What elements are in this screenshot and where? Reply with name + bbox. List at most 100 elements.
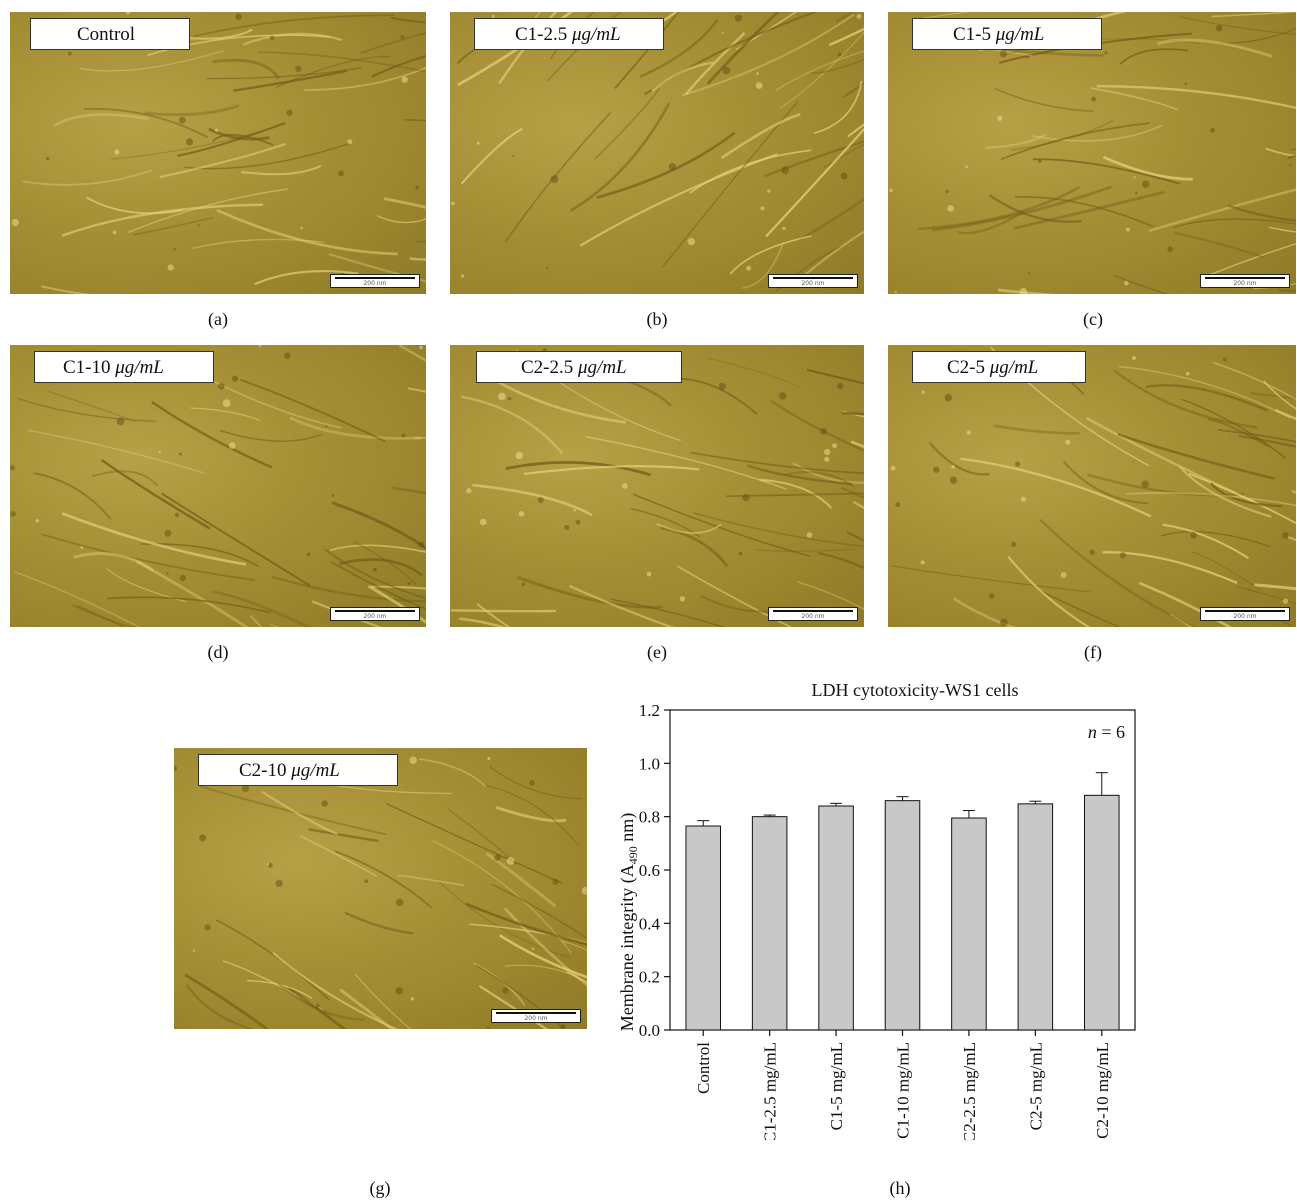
cell-granule xyxy=(400,35,405,40)
cell-streak xyxy=(1156,38,1273,58)
cell-streak xyxy=(1188,472,1296,525)
cell-granule xyxy=(1091,96,1097,102)
cell-streak xyxy=(799,197,864,242)
cell-streak xyxy=(91,470,159,487)
cell-streak xyxy=(495,806,567,823)
cell-streak xyxy=(1268,226,1296,233)
cell-streak xyxy=(656,522,722,534)
cell-granule xyxy=(550,175,559,184)
cell-granule xyxy=(1215,24,1223,32)
cell-streak xyxy=(277,982,365,1021)
cell-streak xyxy=(330,561,426,610)
micrograph-texture xyxy=(11,12,426,294)
cell-streak xyxy=(1254,583,1296,591)
cell-granule xyxy=(537,497,544,504)
cell-granule xyxy=(199,834,207,842)
cell-streak xyxy=(774,50,864,92)
cell-streak xyxy=(308,828,379,843)
cell-granule xyxy=(401,76,408,83)
caption-g: (g) xyxy=(369,1178,391,1198)
cell-granule xyxy=(507,396,512,401)
micrograph-panel-c: C1-5 μg/mL 200 nm xyxy=(888,12,1296,294)
cell-streak xyxy=(233,69,348,92)
cell-granule xyxy=(966,430,972,435)
cell-granule xyxy=(295,65,302,73)
cell-granule xyxy=(325,425,328,428)
cell-granule xyxy=(67,51,72,56)
cell-granule xyxy=(479,518,487,526)
cell-granule xyxy=(315,1003,320,1009)
cell-granule xyxy=(197,224,200,227)
y-tick-label: 0.0 xyxy=(639,1021,660,1040)
cell-streak xyxy=(1192,551,1263,593)
cell-granule xyxy=(824,456,830,462)
cell-streak xyxy=(404,119,426,122)
cell-streak xyxy=(682,13,855,97)
cell-streak xyxy=(1221,28,1296,44)
cell-streak xyxy=(242,32,343,46)
cell-streak xyxy=(254,269,359,286)
cell-streak xyxy=(1217,428,1296,443)
cell-streak xyxy=(993,424,1080,435)
cell-streak xyxy=(184,973,270,1029)
cell-granule xyxy=(756,72,759,75)
cell-granule xyxy=(837,52,842,57)
micrograph-panel-a: Control 200 nm xyxy=(10,12,426,294)
cell-streak xyxy=(331,501,426,551)
cell-streak xyxy=(928,441,990,476)
cell-streak xyxy=(735,12,798,51)
cell-granule xyxy=(185,138,194,146)
cell-granule xyxy=(364,879,369,884)
cell-granule xyxy=(114,149,120,155)
cell-streak xyxy=(1162,523,1250,559)
cell-streak xyxy=(46,390,136,422)
cell-granule xyxy=(286,109,293,116)
cell-streak xyxy=(1039,518,1198,627)
cell-streak xyxy=(128,188,288,233)
cell-streak xyxy=(765,127,864,238)
cell-granule xyxy=(722,66,731,75)
cell-streak xyxy=(499,934,587,979)
cell-streak xyxy=(1102,551,1238,585)
cell-granule xyxy=(284,352,291,359)
cell-streak xyxy=(811,58,864,75)
cell-granule xyxy=(518,511,525,517)
cell-streak xyxy=(371,585,426,590)
cell-streak xyxy=(398,874,464,887)
cell-granule xyxy=(679,596,686,602)
scale-bar-e: 200 nm xyxy=(768,607,858,621)
cell-granule xyxy=(418,541,425,548)
scale-bar-c: 200 nm xyxy=(1200,274,1290,288)
cell-granule xyxy=(460,274,465,278)
cell-streak xyxy=(684,32,746,96)
micrograph-panel-f: C2-5 μg/mL 200 nm xyxy=(888,345,1296,627)
cell-streak xyxy=(386,802,564,885)
cell-streak xyxy=(390,486,426,495)
cell-granule xyxy=(1126,227,1130,232)
cell-streak xyxy=(852,500,864,510)
cell-granule xyxy=(373,567,377,572)
cell-granule xyxy=(80,546,84,549)
cell-granule xyxy=(521,582,526,587)
scale-bar-f: 200 nm xyxy=(1200,607,1290,621)
cell-granule xyxy=(347,139,353,145)
cell-streak xyxy=(1138,581,1233,627)
cell-streak xyxy=(828,27,864,47)
cell-granule xyxy=(179,574,186,582)
cell-granule xyxy=(581,886,587,895)
cell-granule xyxy=(1184,82,1188,85)
cell-streak xyxy=(1249,392,1296,400)
cell-granule xyxy=(573,508,577,512)
plot-area: 0.0 0.2 0.4 0.6 0.8 1.0 1.2 Control C1-2.5 mg/mL… xyxy=(639,701,1136,1140)
cell-granule xyxy=(856,14,862,19)
cell-streak xyxy=(677,377,758,416)
cell-streak xyxy=(383,197,426,209)
cell-streak xyxy=(1179,15,1296,36)
cell-streak xyxy=(151,400,273,469)
cell-streak xyxy=(215,919,330,1001)
cell-streak xyxy=(354,973,412,1029)
cell-granule xyxy=(951,465,955,469)
cell-granule xyxy=(112,230,117,235)
cell-streak xyxy=(763,140,864,178)
panel-label-b: C1-2.5 μg/mL xyxy=(474,18,664,50)
